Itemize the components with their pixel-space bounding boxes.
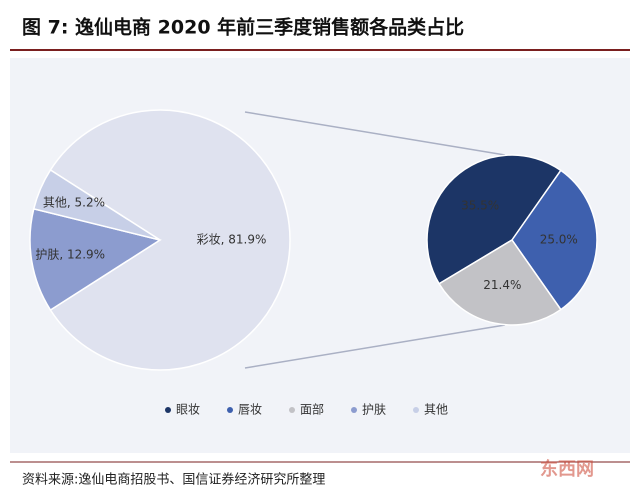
connector [244, 324, 506, 369]
pie-slice [49, 109, 291, 371]
pie-slice [426, 154, 562, 285]
legend-swatch [413, 407, 419, 413]
pie-slice [32, 168, 161, 241]
legend-swatch [165, 407, 171, 413]
slice-label: 彩妆, 81.9% [197, 233, 267, 247]
slice-label: 25.0% [540, 232, 578, 246]
connector [244, 111, 506, 156]
pie-slice [29, 207, 162, 312]
legend-label: 眼妆 [176, 403, 200, 417]
slice-label: 21.4% [483, 278, 521, 292]
watermark: 东西网 [540, 458, 594, 480]
legend-label: 唇妆 [238, 403, 262, 417]
legend-swatch [289, 407, 295, 413]
legend-swatch [351, 407, 357, 413]
slice-label: 35.5% [461, 198, 499, 212]
legend-swatch [227, 407, 233, 413]
chart-title: 图 7: 逸仙电商 2020 年前三季度销售额各品类占比 [22, 16, 464, 39]
source: 资料来源:逸仙电商招股书、国信证券经济研究所整理 [22, 472, 325, 488]
legend-label: 其他 [424, 403, 448, 417]
slice-label: 护肤, 12.9% [35, 246, 105, 261]
pie-slice [511, 169, 598, 311]
pie-slice [438, 238, 562, 326]
legend-label: 面部 [300, 402, 324, 417]
legend-label: 护肤 [362, 402, 386, 417]
slice-label: 其他, 5.2% [43, 196, 105, 210]
